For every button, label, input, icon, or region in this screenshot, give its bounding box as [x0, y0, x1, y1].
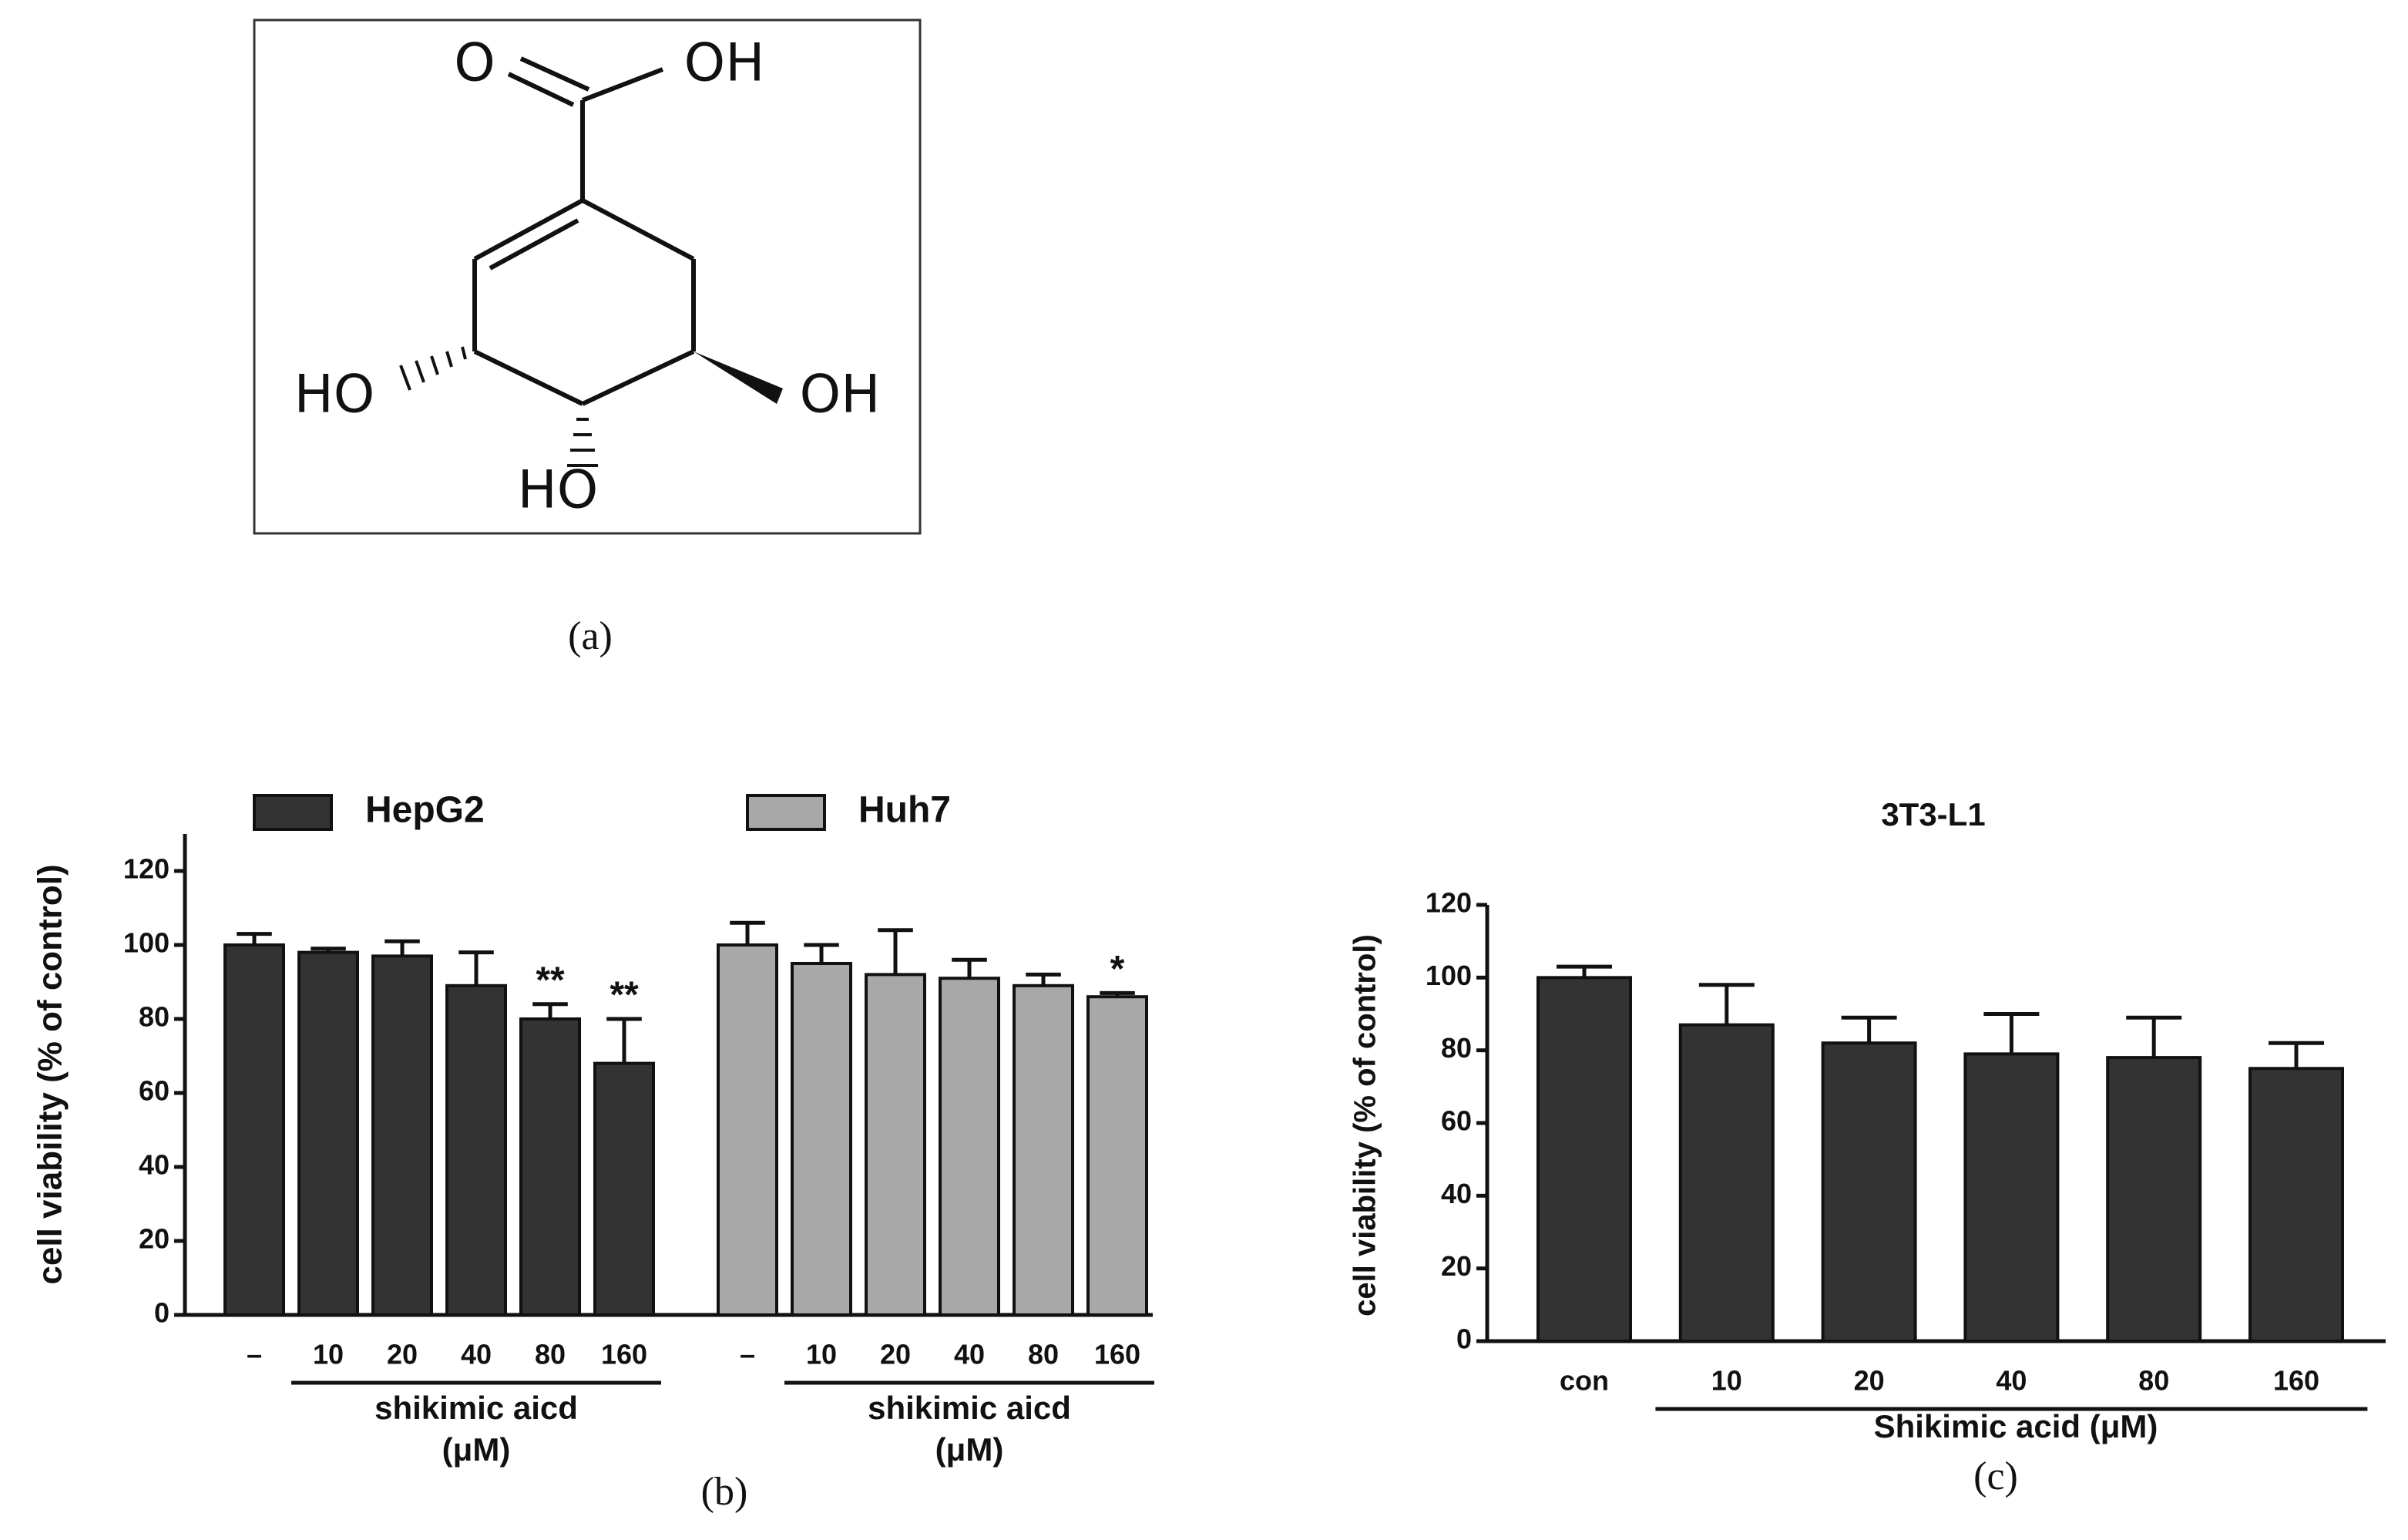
wedge-bond [694, 351, 783, 404]
y-tick-label: 0 [154, 1297, 170, 1329]
panel-label: (c) [1973, 1454, 2018, 1498]
x-tick-label: – [740, 1339, 755, 1370]
y-tick-label: 100 [123, 927, 170, 959]
bar [1086, 995, 1148, 1316]
x-tick-label: 160 [2273, 1365, 2319, 1397]
chart-title: 3T3-L1 [1881, 796, 1985, 832]
bar [717, 943, 778, 1316]
y-tick-label: 20 [1441, 1250, 1472, 1282]
x-tick-label: 80 [1028, 1339, 1059, 1370]
x-tick-label: 20 [1854, 1365, 1885, 1397]
molecule: O OH HO OH HO [253, 18, 922, 535]
y-tick-label: 120 [1426, 887, 1472, 919]
legend-swatch [746, 794, 826, 831]
atom-label: O [454, 33, 495, 94]
x-tick-label: 160 [1094, 1339, 1140, 1370]
x-axis-label: (μM) [442, 1431, 511, 1468]
bar [2106, 1056, 2202, 1343]
significance: ** [610, 975, 639, 1016]
legend-swatch [253, 794, 333, 831]
bar [223, 943, 285, 1316]
bar [791, 962, 852, 1316]
bar [1013, 984, 1074, 1317]
bar [593, 1061, 655, 1316]
atom-label: HO [294, 365, 375, 425]
y-tick-label: 60 [1441, 1105, 1472, 1137]
bar [1678, 1023, 1775, 1343]
y-tick-label: 20 [139, 1223, 170, 1255]
x-tick-label: 10 [1711, 1365, 1742, 1397]
y-axis-label: cell viability (% of control) [32, 864, 69, 1284]
x-axis-label: shikimic aicd [374, 1390, 578, 1426]
legend-label: HepG2 [365, 790, 485, 831]
y-axis-label: cell viability (% of control) [1348, 934, 1382, 1316]
y-tick-label: 60 [139, 1075, 170, 1107]
x-tick-label: 40 [1996, 1365, 2027, 1397]
y-tick-label: 40 [139, 1149, 170, 1181]
x-tick-label: 80 [535, 1339, 566, 1370]
x-tick-label: 160 [601, 1339, 647, 1370]
x-tick-label: 40 [461, 1339, 492, 1370]
y-tick-label: 100 [1426, 960, 1472, 991]
bar [1963, 1052, 2060, 1343]
bar [445, 984, 507, 1317]
x-axis-label: Shikimic acid (μM) [1874, 1408, 2158, 1444]
x-tick-label: 10 [313, 1339, 344, 1370]
x-tick-label: 10 [806, 1339, 837, 1370]
atom-label: OH [800, 365, 881, 425]
panel-label: (a) [568, 614, 613, 658]
x-axis-label: shikimic aicd [868, 1390, 1071, 1426]
y-tick-label: 120 [123, 853, 170, 885]
bar [2248, 1067, 2344, 1343]
panel-label: (b) [701, 1470, 748, 1514]
x-tick-label: con [1560, 1365, 1609, 1397]
atom-label: HO [518, 460, 599, 521]
atom-label: OH [684, 33, 765, 94]
bar [865, 973, 926, 1317]
y-tick-label: 40 [1441, 1178, 1472, 1209]
y-tick-label: 80 [1441, 1032, 1472, 1064]
x-tick-label: – [247, 1339, 262, 1370]
structure-box [253, 18, 922, 535]
bar [297, 950, 359, 1316]
x-tick-label: 20 [880, 1339, 911, 1370]
y-tick-label: 80 [139, 1001, 170, 1033]
bar [1821, 1041, 1917, 1343]
x-tick-label: 40 [954, 1339, 985, 1370]
hashed-bonds [399, 346, 598, 467]
bar [1536, 976, 1632, 1343]
x-tick-label: 20 [387, 1339, 418, 1370]
x-axis-label: (μM) [935, 1431, 1004, 1468]
y-tick-label: 0 [1456, 1323, 1472, 1355]
bar [519, 1017, 581, 1316]
bar [939, 977, 1000, 1316]
legend-label: Huh7 [858, 790, 951, 831]
bar [371, 954, 433, 1317]
x-tick-label: 80 [2138, 1365, 2169, 1397]
significance: * [1110, 949, 1125, 990]
bonds [472, 56, 696, 406]
significance: ** [536, 960, 565, 1000]
